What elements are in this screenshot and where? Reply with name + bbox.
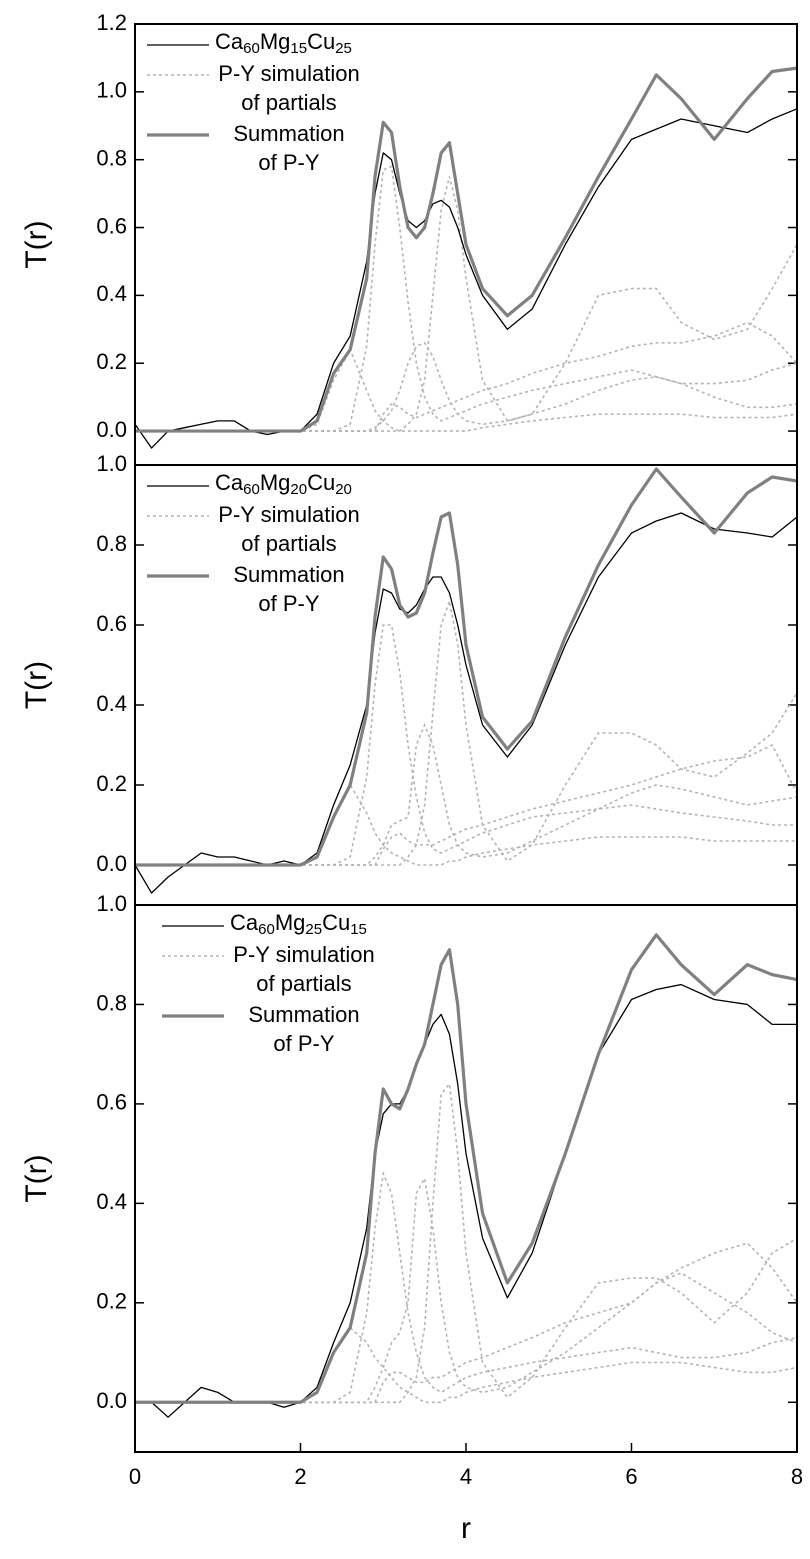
partial-line [135, 321, 797, 432]
y-tick-label: 0.0 [96, 417, 127, 442]
partial-line [135, 743, 797, 866]
y-tick-label: 0.6 [96, 213, 127, 238]
y-tick-label: 0.2 [96, 1289, 127, 1314]
partial-line [135, 1326, 797, 1404]
data-line [135, 66, 797, 433]
legend-label: P-Y simulation [218, 502, 359, 527]
legend-label: P-Y simulation [218, 61, 359, 86]
partial-line [135, 176, 797, 432]
y-tick-label: 0.0 [96, 1388, 127, 1413]
data-line [135, 983, 797, 1418]
x-tick-label: 4 [460, 1464, 472, 1489]
y-tick-label: 0.8 [96, 531, 127, 556]
y-tick-label: 0.6 [96, 611, 127, 636]
partial-line [135, 722, 797, 866]
y-tick-label: 0.8 [96, 146, 127, 171]
partial-line [135, 165, 797, 432]
y-axis-label: T(r) [20, 220, 53, 268]
partial-line [135, 1170, 797, 1404]
x-tick-label: 6 [625, 1464, 637, 1489]
y-axis-label: T(r) [20, 1154, 53, 1202]
legend-label: of P-Y [273, 1031, 334, 1056]
legend-label: Ca60Mg15Cu25 [215, 29, 352, 57]
data-line [135, 467, 797, 867]
plot-frame [134, 904, 798, 1453]
partial-line [135, 1242, 797, 1404]
data-line [135, 933, 797, 1404]
x-tick-label: 2 [294, 1464, 306, 1489]
y-tick-label: 0.0 [96, 851, 127, 876]
partial-line [135, 1082, 797, 1404]
legend-label: Summation [233, 121, 344, 146]
y-tick-label: 0.6 [96, 1090, 127, 1115]
y-axis-label: T(r) [20, 661, 53, 709]
legend-label: of P-Y [258, 150, 319, 175]
y-tick-label: 0.2 [96, 771, 127, 796]
legend-label: of P-Y [258, 591, 319, 616]
legend-label: Ca60Mg25Cu15 [230, 910, 367, 938]
data-line [135, 512, 797, 894]
y-tick-label: 0.8 [96, 990, 127, 1015]
legend-label: of partials [256, 971, 351, 996]
y-tick-label: 1.2 [96, 10, 127, 35]
legend-label: of partials [241, 90, 336, 115]
legend-label: P-Y simulation [233, 942, 374, 967]
partial-line [135, 341, 797, 432]
y-tick-label: 0.4 [96, 281, 127, 306]
y-tick-label: 0.2 [96, 349, 127, 374]
y-tick-label: 1.0 [96, 451, 127, 476]
x-axis-label: r [461, 1512, 471, 1545]
partial-line [135, 1176, 797, 1404]
legend-label: Summation [248, 1002, 359, 1027]
y-tick-label: 0.4 [96, 1189, 127, 1214]
x-tick-label: 8 [791, 1464, 803, 1489]
x-tick-label: 0 [129, 1464, 141, 1489]
y-tick-label: 1.0 [96, 78, 127, 103]
legend-label: Ca60Mg20Cu20 [215, 470, 352, 498]
legend-label: Summation [233, 562, 344, 587]
y-tick-label: 0.4 [96, 691, 127, 716]
legend-label: of partials [241, 531, 336, 556]
y-tick-label: 1.0 [96, 891, 127, 916]
